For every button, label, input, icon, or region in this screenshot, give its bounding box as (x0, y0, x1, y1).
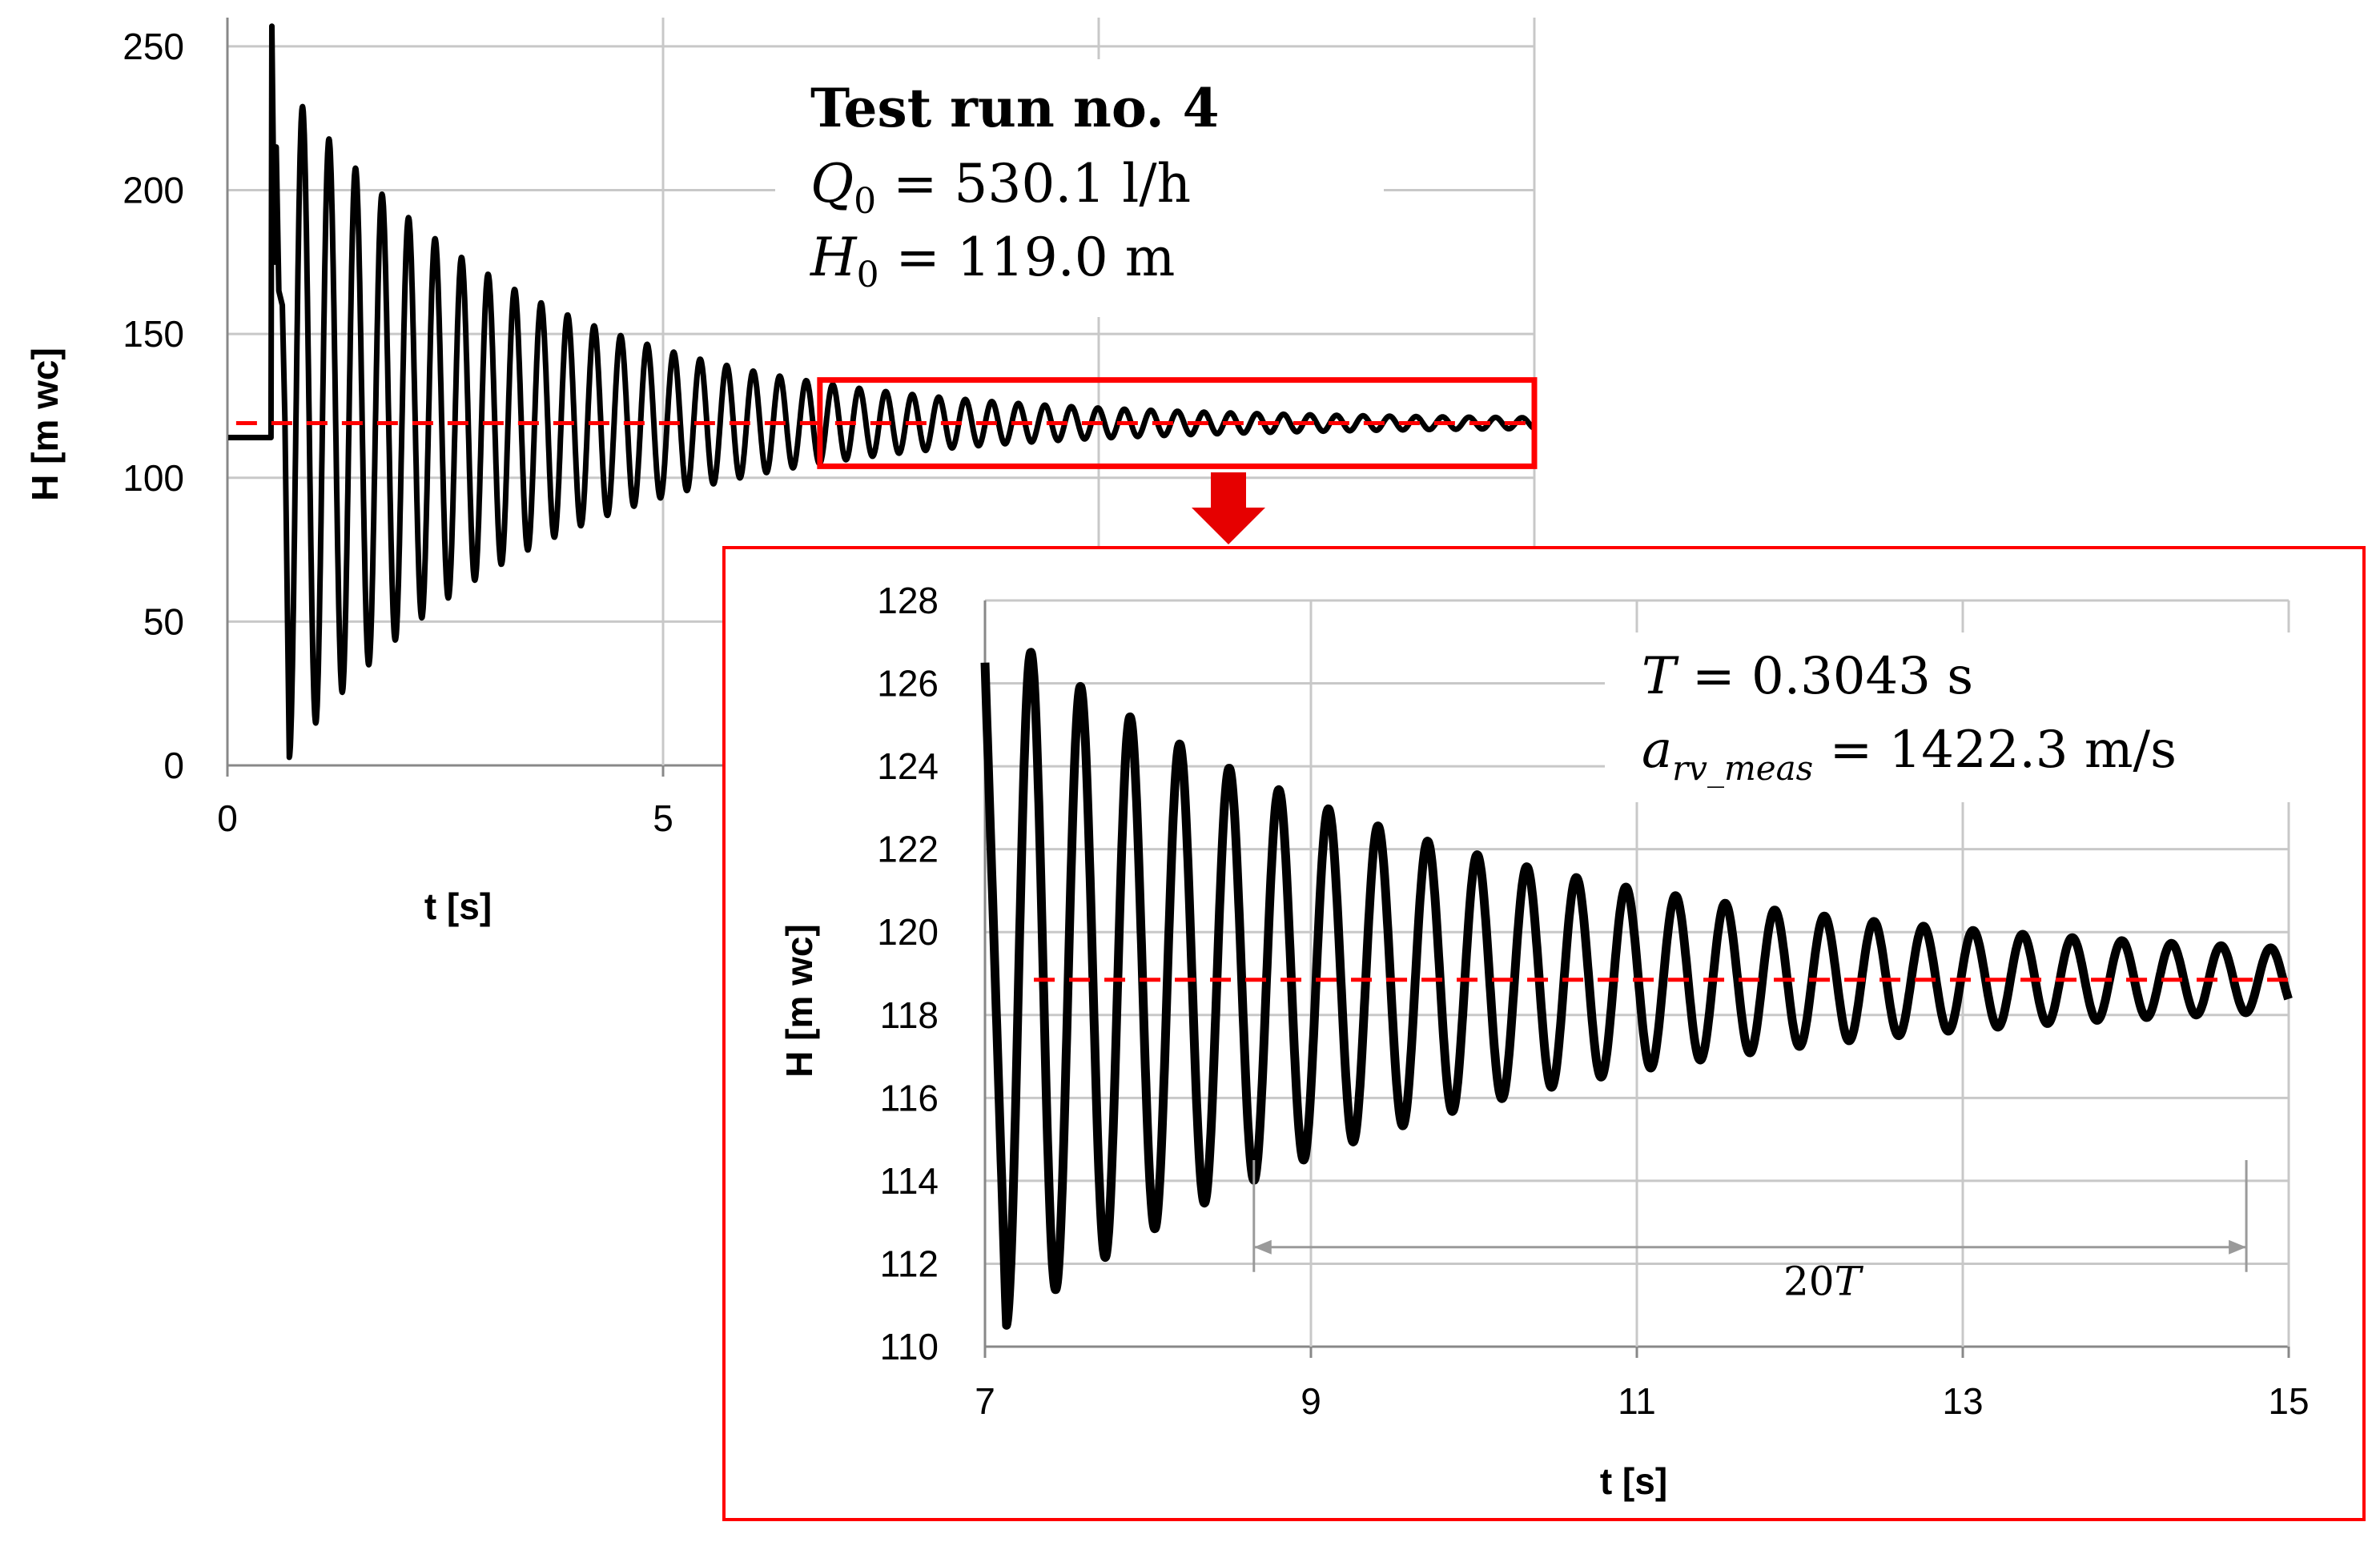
main-y-tick-label: 0 (163, 745, 184, 786)
dimension-end-arrowhead (2229, 1239, 2247, 1255)
zoom-x-tick-label: 7 (975, 1380, 995, 1422)
zoom-y-tick-label: 126 (877, 663, 939, 705)
head-value: = 119.0 m (879, 227, 1176, 288)
main-tick-labels: 0 50 100 150 200 250 0 5 (123, 26, 673, 839)
zoom-region-highlight-box (817, 377, 1538, 469)
wave-speed-annotation: arv_meas = 1422.3 m/s (1642, 721, 2177, 788)
period-annotation: T = 0.3043 s (1642, 647, 1973, 706)
zoom-x-tick-label: 15 (2268, 1380, 2309, 1422)
dimension-start-arrowhead (1253, 1239, 1272, 1255)
zoom-arrow-head (1192, 508, 1265, 544)
zoom-y-tick-label: 112 (880, 1243, 939, 1284)
zoom-y-axis-label: H [m wc] (778, 924, 820, 1078)
zoom-arrow-shaft (1211, 472, 1246, 509)
zoom-y-tick-label: 110 (880, 1326, 939, 1367)
zoom-y-tick-label: 120 (877, 911, 939, 953)
main-y-tick-label: 200 (123, 170, 184, 211)
main-y-tick-label: 50 (143, 600, 184, 642)
zoom-x-tick-label: 11 (1618, 1380, 1656, 1422)
head-annotation: H0 = 119.0 m (810, 227, 1175, 295)
main-y-tick-label: 100 (123, 457, 184, 499)
wave-speed-subscript: rv_meas (1672, 749, 1813, 788)
main-annotation-backdrop (775, 59, 1384, 317)
twenty-periods-number: 20 (1783, 1258, 1835, 1304)
zoom-inset-chart: 110 112 114 116 118 120 122 124 126 128 7 9 11 13 15 t… (722, 546, 2366, 1521)
main-x-axis-label: t [s] (424, 885, 492, 927)
zoom-y-tick-label: 128 (877, 580, 939, 621)
flow-rate-value: = 530.1 l/h (876, 153, 1191, 215)
main-y-tick-label: 150 (123, 313, 184, 355)
main-head-signal-line (228, 23, 1537, 761)
twenty-periods-dimension (1252, 1160, 2248, 1272)
zoom-y-tick-label: 124 (877, 745, 939, 787)
flow-rate-symbol: Q (810, 153, 854, 215)
main-x-tick-label: 0 (217, 797, 238, 839)
zoom-tick-labels: 110 112 114 116 118 120 122 124 126 128 7 9 11 13 15 (877, 580, 2309, 1422)
head-symbol: H (810, 227, 858, 288)
zoom-x-tick-label: 9 (1301, 1380, 1321, 1422)
period-value: = 0.3043 s (1676, 647, 1973, 706)
zoom-y-tick-label: 122 (877, 829, 939, 870)
zoom-y-tick-label: 118 (880, 994, 939, 1036)
zoom-y-tick-label: 114 (880, 1160, 939, 1202)
twenty-periods-symbol: T (1835, 1258, 1864, 1304)
wave-speed-value: = 1422.3 m/s (1813, 721, 2177, 780)
head-subscript: 0 (857, 255, 879, 295)
flow-rate-annotation: Q0 = 530.1 l/h (810, 153, 1191, 222)
main-chart: 0 50 100 150 200 250 0 5 t [s] H [m wc] Test ru… (24, 18, 1538, 927)
main-y-tick-label: 250 (123, 26, 184, 67)
zoom-arrow (1192, 472, 1265, 544)
zoom-y-tick-label: 116 (880, 1077, 939, 1118)
zoom-annotation-backdrop (1605, 632, 2294, 802)
zoom-x-tick-label: 13 (1942, 1380, 1983, 1422)
main-x-tick-label: 5 (653, 797, 673, 839)
wave-speed-symbol: a (1642, 721, 1672, 780)
zoom-x-axis-label: t [s] (1600, 1460, 1667, 1502)
zoom-head-signal-line (980, 648, 2293, 1330)
twenty-periods-label: 20T (1783, 1258, 1864, 1304)
main-y-axis-label: H [m wc] (24, 347, 66, 501)
flow-rate-subscript: 0 (854, 181, 876, 222)
main-chart-title: Test run no. 4 (810, 77, 1220, 139)
period-symbol: T (1642, 647, 1679, 706)
